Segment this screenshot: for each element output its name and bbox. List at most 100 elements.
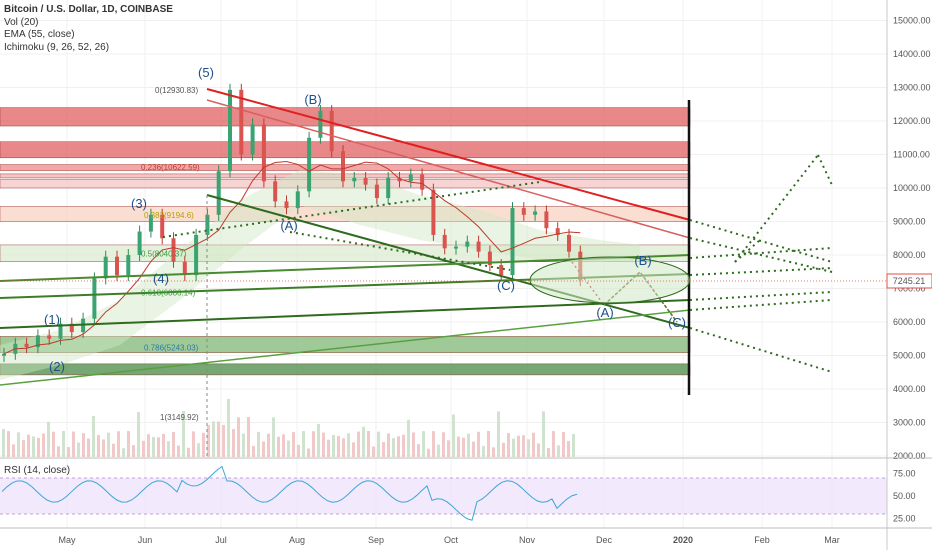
volume-bar (467, 433, 470, 457)
volume-bar (132, 445, 135, 457)
volume-bar (57, 446, 60, 457)
trend-drawings (0, 88, 887, 458)
y-tick-label: 10000.00 (893, 183, 931, 193)
volume-bar (232, 429, 235, 457)
rsi-tick-label: 75.00 (893, 469, 916, 479)
volume-bar (327, 439, 330, 457)
x-tick-label: Oct (444, 535, 459, 545)
volume-bar (22, 440, 25, 457)
chart-legend: Bitcoin / U.S. Dollar, 1D, COINBASE Vol … (4, 4, 173, 54)
candle-body (216, 171, 221, 215)
x-tick-label: 2020 (673, 535, 693, 545)
candle-body (47, 335, 52, 339)
volume-bar (92, 415, 95, 457)
volume-bar (177, 445, 180, 457)
y-tick-label: 15000.00 (893, 16, 931, 26)
ema-line (3, 161, 581, 355)
candle-body (420, 174, 425, 190)
wave-label: (B) (634, 253, 651, 268)
volume-bar (72, 431, 75, 457)
volume-bar (117, 431, 120, 457)
x-tick-label: Dec (596, 535, 613, 545)
ema-indicator-label[interactable]: EMA (55, close) (4, 29, 75, 40)
candle-body (182, 261, 187, 276)
ichimoku-indicator-label[interactable]: Ichimoku (9, 26, 52, 26) (4, 41, 110, 53)
candle-body (250, 124, 255, 155)
x-tick-label: Sep (368, 535, 384, 545)
rsi-band (0, 478, 887, 514)
volume-bar (142, 440, 145, 457)
y-tick-label: 11000.00 (893, 150, 930, 160)
volume-bar (442, 432, 445, 457)
volume-bar (192, 431, 195, 457)
rsi-line (1, 465, 578, 521)
volume-bar (352, 442, 355, 457)
green-downtrend (206, 194, 691, 329)
wave-label: (C) (497, 278, 515, 293)
volume-bar (267, 433, 270, 457)
candle-body (92, 278, 97, 319)
fib-level-label: 0.618(6886.14) (141, 288, 196, 297)
x-tick-label: Feb (754, 535, 770, 545)
candle-body (126, 255, 131, 276)
volume-bar (217, 421, 220, 457)
volume-bar (547, 448, 550, 457)
candle-body (341, 151, 345, 182)
vol-indicator-label[interactable]: Vol (20) (4, 16, 39, 28)
candle-body (228, 89, 232, 172)
volume-bar (62, 431, 65, 457)
symbol-title[interactable]: Bitcoin / U.S. Dollar, 1D, COINBASE (4, 4, 173, 15)
volume-bar (17, 432, 20, 457)
volume-bar (402, 434, 405, 457)
volume-bar (562, 431, 565, 457)
wave-label: (4) (153, 271, 169, 286)
price-zone (0, 107, 691, 127)
last-price-label: 7245.21 (893, 276, 926, 286)
y-tick-label: 3000.00 (893, 418, 926, 428)
volume-bar (197, 443, 200, 457)
volume-bar (167, 441, 170, 457)
volume-bar (7, 431, 10, 457)
rsi-tick-label: 50.00 (893, 491, 916, 501)
y-tick-label: 6000.00 (893, 317, 926, 327)
volume-bar (407, 419, 410, 457)
volume-bar (282, 434, 285, 457)
volume-bar (222, 424, 225, 457)
wave-label: (A) (280, 218, 297, 233)
candle-body (329, 110, 334, 152)
volume-bar (82, 433, 85, 457)
volume-bar (157, 437, 160, 457)
candle-body (69, 323, 74, 333)
volume-bar (27, 434, 30, 457)
volume-bar (52, 431, 55, 457)
volume-bar (422, 431, 425, 457)
volume-bar (417, 444, 420, 457)
volume-bar (522, 435, 525, 457)
candle-body (544, 211, 549, 229)
wave-labels: (5) (B) (3) (A) (4) (1) (2) (C) (A) (B) (C) (44, 65, 686, 374)
volume-bar (382, 442, 385, 457)
volume-bar (2, 429, 5, 457)
volume-bar (182, 411, 185, 457)
wave-label: (3) (131, 196, 147, 211)
y-tick-label: 2000.00 (893, 451, 926, 461)
volume-bar (162, 433, 165, 457)
volume-bar (472, 441, 475, 457)
red-trendline (206, 88, 691, 221)
volume-bar (292, 432, 295, 457)
y-tick-label: 4000.00 (893, 384, 926, 394)
volume-bar (172, 431, 175, 457)
volume-bar (212, 421, 215, 457)
candle-body (465, 241, 470, 247)
x-tick-label: Aug (289, 535, 305, 545)
candle-body (148, 214, 153, 232)
volume-bar (102, 439, 105, 457)
volume-bar (372, 446, 375, 457)
candle-body (273, 181, 278, 202)
volume-bar (207, 425, 210, 457)
rsi-indicator-label[interactable]: RSI (14, close) (4, 465, 71, 476)
candle-body (431, 189, 436, 235)
candle-body (24, 343, 29, 348)
